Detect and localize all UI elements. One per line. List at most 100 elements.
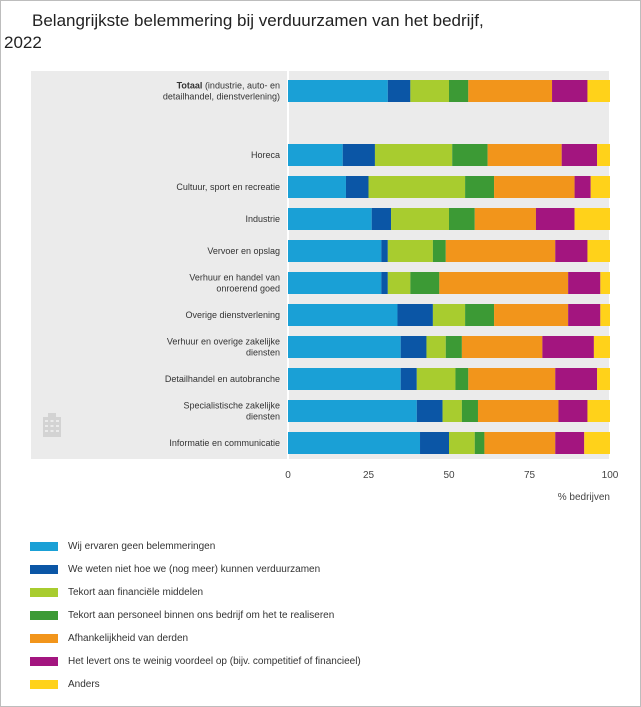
legend-swatch [30, 611, 58, 620]
bar-segment [449, 208, 475, 230]
category-label: Horeca [251, 150, 280, 160]
bar-segment [555, 432, 585, 454]
x-tick-label: 100 [602, 470, 619, 481]
x-tick-labels: 0 25 50 75 100 [285, 470, 619, 481]
bar-segment [288, 304, 398, 326]
bar-segment [477, 400, 559, 422]
bar-segment [288, 336, 401, 358]
building-icon [43, 413, 61, 437]
legend-swatch [30, 680, 58, 689]
bar-segment [345, 176, 369, 198]
bar-segment [587, 400, 610, 422]
bar-segment [449, 80, 469, 102]
legend-swatch [30, 565, 58, 574]
bar-segment [568, 304, 601, 326]
bar-segment [387, 272, 411, 294]
bar-segment [288, 176, 346, 198]
legend-label: Afhankelijkheid van derden [68, 633, 189, 644]
legend-item: We weten niet hoe we (nog meer) kunnen v… [30, 558, 590, 581]
legend-item: Het levert ons te weinig voordeel op (bi… [30, 650, 590, 673]
bar-segment [374, 144, 453, 166]
legend-item: Afhankelijkheid van derden [30, 627, 590, 650]
bar-segment [484, 432, 556, 454]
bar-segment [381, 272, 388, 294]
bar-segment [552, 80, 588, 102]
legend-label: We weten niet hoe we (nog meer) kunnen v… [68, 564, 321, 575]
bar-segment [387, 80, 411, 102]
bar-segment [397, 304, 433, 326]
bar-segment [452, 144, 488, 166]
bar-segment [590, 176, 610, 198]
bar-segment [487, 144, 562, 166]
bar-segment [555, 240, 588, 262]
bar-segment [288, 368, 401, 390]
bar-segment [568, 272, 601, 294]
bar-segment [416, 368, 456, 390]
bar-segment [474, 208, 536, 230]
bar-segment [432, 304, 466, 326]
bar-segment [449, 432, 475, 454]
x-axis-label: % bedrijven [558, 492, 610, 503]
bar-segment [371, 208, 392, 230]
legend-swatch [30, 542, 58, 551]
category-label: Vervoer en opslag [207, 246, 280, 256]
bar-segment [342, 144, 375, 166]
bar-segment [465, 304, 495, 326]
bar-segment [558, 400, 588, 422]
legend-item: Wij ervaren geen belemmeringen [30, 535, 590, 558]
bar-segments [288, 80, 610, 454]
bar-segment [288, 208, 372, 230]
bar-segment [288, 80, 388, 102]
bar-segment [442, 400, 462, 422]
bar-segment [542, 336, 594, 358]
bar-segment [587, 240, 610, 262]
x-tick-label: 0 [285, 470, 291, 481]
bar-segment [420, 432, 449, 454]
legend-item: Anders [30, 673, 590, 696]
x-tick-label: 50 [443, 470, 455, 481]
category-label: Detailhandel en autobranche [165, 374, 280, 384]
legend-swatch [30, 634, 58, 643]
bar-segment [555, 368, 598, 390]
category-label: Industrie [245, 214, 280, 224]
bar-segment [593, 336, 610, 358]
bar-segment [288, 432, 421, 454]
bar-segment [574, 208, 610, 230]
bar-segment [468, 80, 553, 102]
x-tick-label: 75 [524, 470, 536, 481]
category-label: Verhuur en overige zakelijke diensten [167, 337, 280, 358]
bar-segment [597, 368, 610, 390]
bar-segment [445, 240, 556, 262]
bar-segment [288, 272, 382, 294]
category-label: Totaal (industrie, auto- en detailhandel,… [163, 81, 280, 102]
category-labels: Totaal (industrie, auto- en detailhandel,… [163, 81, 280, 449]
bar-segment [465, 176, 495, 198]
category-label: Informatie en communicatie [169, 438, 280, 448]
bar-segment [288, 144, 343, 166]
bar-segment [400, 336, 427, 358]
legend-label: Het levert ons te weinig voordeel op (bi… [68, 656, 361, 667]
category-label: Cultuur, sport en recreatie [176, 182, 280, 192]
bar-segment [288, 400, 417, 422]
bar-segment [597, 144, 610, 166]
legend-label: Anders [68, 679, 100, 690]
bar-segment [426, 336, 446, 358]
x-tick-label: 25 [363, 470, 375, 481]
legend-item: Tekort aan financiële middelen [30, 581, 590, 604]
bar-segment [461, 336, 543, 358]
bar-segment [391, 208, 449, 230]
bar-segment [468, 368, 556, 390]
legend-label: Wij ervaren geen belemmeringen [68, 541, 216, 552]
bar-segment [432, 240, 446, 262]
bar-segment [455, 368, 469, 390]
bar-segment [368, 176, 466, 198]
legend-label: Tekort aan personeel binnen ons bedrijf … [68, 610, 335, 621]
bar-segment [574, 176, 591, 198]
bar-segment [587, 80, 610, 102]
bar-segment [416, 400, 443, 422]
category-label: Overige dienstverlening [185, 310, 280, 320]
bar-segment [410, 272, 440, 294]
legend-swatch [30, 657, 58, 666]
bar-segment [584, 432, 610, 454]
bar-segment [494, 176, 575, 198]
